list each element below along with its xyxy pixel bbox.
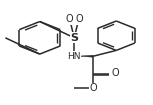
- Text: HN: HN: [67, 52, 81, 61]
- Text: S: S: [70, 33, 78, 43]
- Text: O: O: [76, 14, 83, 24]
- Polygon shape: [78, 55, 93, 57]
- Text: O: O: [65, 14, 73, 24]
- Text: O: O: [111, 68, 119, 79]
- Text: O: O: [90, 83, 97, 93]
